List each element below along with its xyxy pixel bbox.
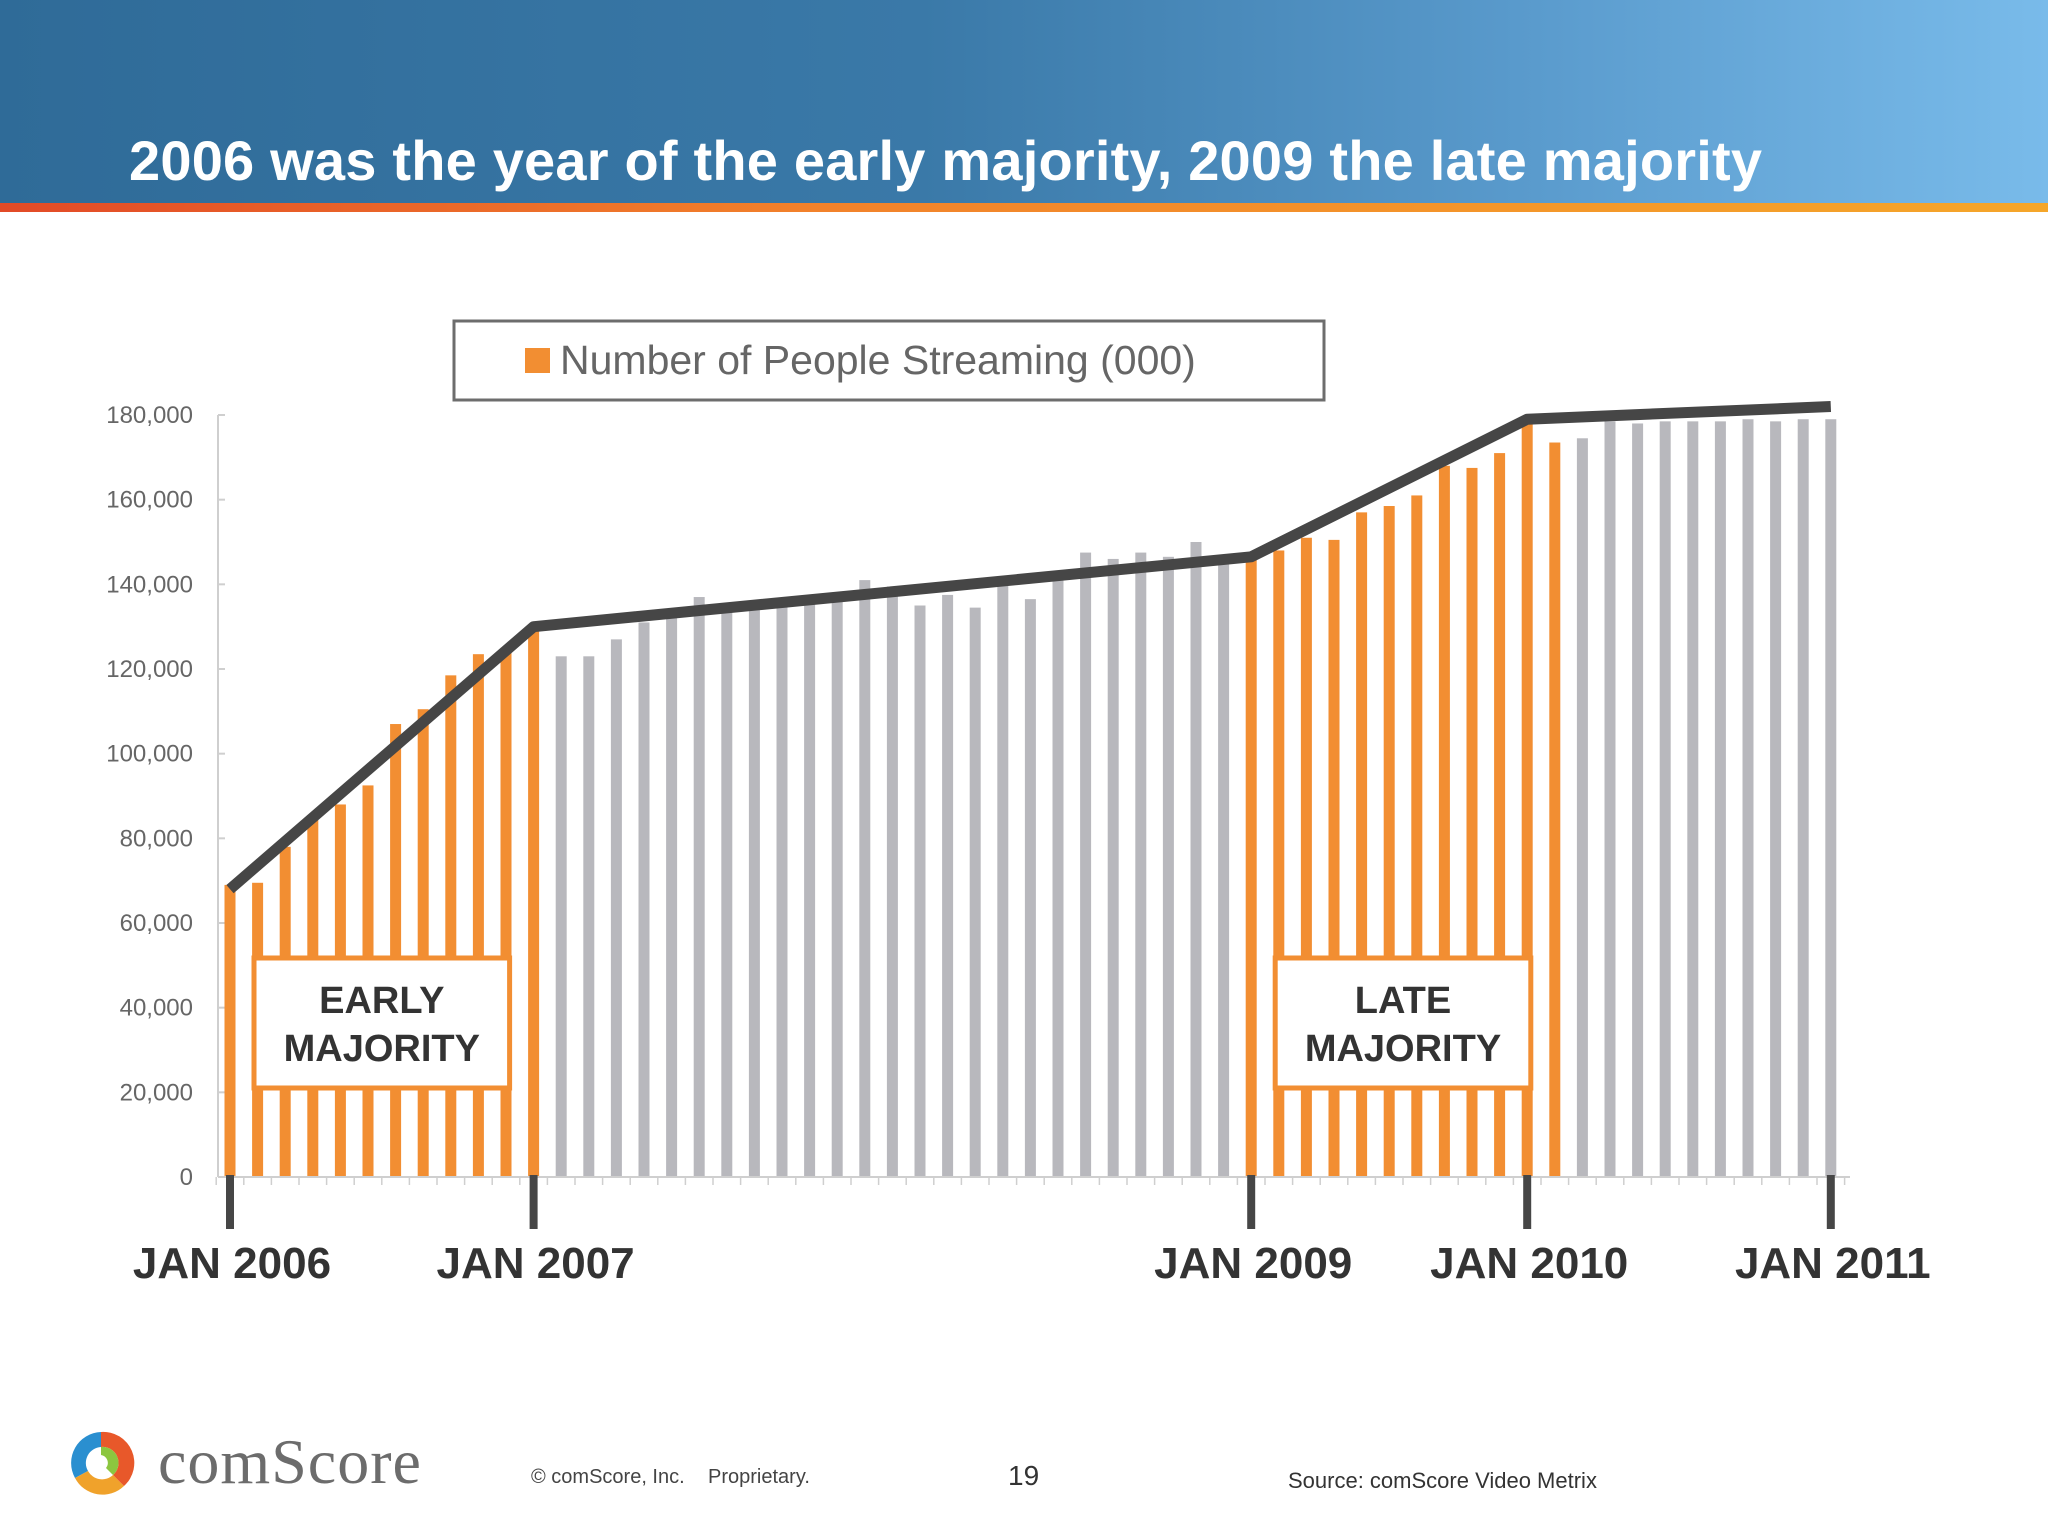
legend-swatch (525, 348, 550, 373)
bar (1576, 438, 1588, 1177)
bar (1273, 550, 1285, 1177)
bar (583, 656, 595, 1177)
bar (969, 607, 981, 1177)
bar (693, 597, 705, 1177)
milestone-label: JAN 2010 (1430, 1239, 1628, 1288)
bar (472, 654, 484, 1177)
bar (1135, 552, 1147, 1177)
bar (886, 586, 898, 1177)
bar (1659, 421, 1671, 1178)
bar (831, 594, 843, 1177)
bar (1328, 539, 1340, 1177)
milestone-label: JAN 2006 (133, 1239, 331, 1288)
proprietary-text: Proprietary. (708, 1466, 810, 1488)
y-tick-label: 140,000 (106, 571, 193, 598)
bar (1245, 558, 1257, 1177)
bar (638, 622, 650, 1177)
streaming-chart: Number of People Streaming (000) 0 20,000… (106, 319, 1931, 1288)
bar (1107, 558, 1119, 1177)
x-axis (215, 1176, 1850, 1185)
legend-box (452, 319, 1326, 402)
bar (1494, 453, 1506, 1178)
trend-line (226, 401, 1832, 894)
bar (1797, 419, 1809, 1177)
bar (1825, 419, 1837, 1177)
bar (1604, 421, 1616, 1178)
comscore-logo-icon (71, 1431, 135, 1495)
bar (776, 603, 788, 1177)
annotation-label: LATE (1355, 980, 1451, 1022)
brand-name: comScore (158, 1426, 422, 1497)
late-majority-box (1272, 955, 1534, 1091)
bar (224, 884, 236, 1177)
bar (500, 647, 512, 1177)
bar (1438, 465, 1450, 1177)
bar (1356, 512, 1368, 1177)
bar (1190, 542, 1202, 1177)
page-title: 2006 was the year of the early majority,… (129, 129, 1763, 192)
bar (942, 594, 954, 1177)
bar (610, 639, 622, 1177)
milestones: JAN 2006 JAN 2007 JAN 2009 JAN 2010 JAN 2011 (133, 1175, 1931, 1288)
milestone-label: JAN 2009 (1154, 1239, 1352, 1288)
bar (1742, 419, 1754, 1177)
bar (1162, 556, 1174, 1177)
bar (804, 599, 816, 1177)
early-majority-box (251, 955, 513, 1091)
milestone-label: JAN 2007 (437, 1239, 635, 1288)
bar (1052, 580, 1064, 1177)
bar (445, 675, 457, 1177)
annotation-label: MAJORITY (284, 1028, 480, 1070)
legend-label: Number of People Streaming (000) (560, 337, 1196, 383)
milestone-label: JAN 2011 (1735, 1239, 1931, 1288)
bar (1218, 554, 1230, 1177)
y-tick-label: 0 (180, 1164, 193, 1191)
bar (1687, 421, 1699, 1178)
source-text: Source: comScore Video Metrix (1288, 1468, 1597, 1493)
bar (1770, 421, 1782, 1178)
bar (859, 580, 871, 1177)
trend-line-group (226, 401, 1832, 894)
bar (1383, 506, 1395, 1177)
bar (1632, 423, 1644, 1177)
y-axis: 0 20,000 40,000 60,000 80,000 100,000 120,000 1… (106, 402, 225, 1191)
y-tick-label: 40,000 (120, 995, 193, 1022)
bar (748, 607, 760, 1177)
y-tick-label: 80,000 (120, 825, 193, 852)
bar (528, 626, 540, 1177)
copyright-text: © comScore, Inc. (531, 1466, 685, 1488)
y-tick-label: 60,000 (120, 910, 193, 937)
bar (914, 605, 926, 1177)
bar (1080, 552, 1092, 1177)
bar (1714, 421, 1726, 1178)
bar (997, 584, 1009, 1177)
y-tick-label: 160,000 (106, 487, 193, 514)
header-band (0, 0, 2048, 205)
bar (417, 709, 429, 1177)
bar (555, 656, 567, 1177)
y-tick-label: 20,000 (120, 1079, 193, 1106)
header-accent-stripe (0, 203, 2048, 212)
legend: Number of People Streaming (000) (452, 319, 1326, 402)
bar (1024, 599, 1036, 1177)
bar (1411, 495, 1423, 1177)
bar (1300, 537, 1312, 1177)
bar (390, 724, 402, 1177)
bar (721, 609, 733, 1177)
bar (1466, 467, 1478, 1178)
annotations: EARLY MAJORITY LATE MAJORITY (251, 955, 1534, 1091)
bar (1521, 423, 1533, 1177)
bar (1549, 442, 1561, 1177)
annotation-label: EARLY (319, 980, 444, 1022)
annotation-label: MAJORITY (1305, 1028, 1501, 1070)
page-number: 19 (1008, 1460, 1040, 1491)
y-tick-label: 180,000 (106, 402, 193, 429)
y-tick-label: 100,000 (106, 741, 193, 768)
bar (666, 616, 678, 1177)
y-tick-label: 120,000 (106, 656, 193, 683)
